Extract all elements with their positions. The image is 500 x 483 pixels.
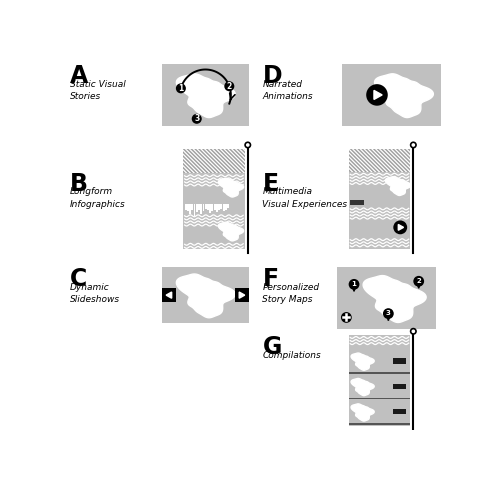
Bar [348, 335, 410, 426]
Bar [348, 149, 410, 172]
Polygon shape [416, 282, 421, 288]
Bar [216, 204, 218, 212]
Circle shape [176, 84, 186, 93]
Bar [348, 372, 410, 374]
Bar [394, 358, 406, 364]
Bar [212, 204, 214, 211]
Bar [189, 204, 191, 213]
Polygon shape [218, 178, 244, 197]
Bar [350, 200, 364, 205]
Text: C: C [70, 268, 87, 291]
Bar [162, 64, 248, 126]
Bar [394, 384, 406, 389]
Circle shape [348, 279, 360, 290]
Text: 3: 3 [386, 311, 391, 316]
Bar [198, 204, 200, 210]
Polygon shape [218, 222, 244, 241]
Polygon shape [166, 292, 172, 298]
Text: A: A [70, 64, 88, 88]
Circle shape [245, 142, 250, 148]
Bar [204, 204, 206, 209]
Bar [183, 149, 244, 249]
Text: G: G [262, 335, 282, 359]
Text: 1: 1 [352, 281, 356, 287]
Polygon shape [363, 276, 426, 323]
Circle shape [383, 308, 394, 319]
Bar [348, 149, 410, 249]
Bar [183, 149, 244, 173]
Bar [225, 204, 227, 210]
Bar [196, 204, 198, 212]
Text: D: D [262, 64, 282, 88]
Text: Dynamic
Slideshows: Dynamic Slideshows [70, 283, 120, 304]
Text: Narrated
Animations: Narrated Animations [262, 80, 313, 101]
Bar [194, 204, 196, 216]
Bar [184, 204, 186, 210]
Bar [348, 423, 410, 425]
Bar [220, 204, 222, 209]
Bar [183, 149, 244, 173]
Bar [162, 288, 176, 302]
Text: Personalized
Story Maps: Personalized Story Maps [262, 283, 320, 304]
Text: Longform
Infographics: Longform Infographics [70, 187, 126, 209]
Bar [227, 204, 229, 208]
Polygon shape [351, 353, 374, 370]
Bar [192, 204, 194, 211]
Bar [234, 288, 248, 302]
Polygon shape [386, 314, 390, 321]
Bar [187, 204, 189, 211]
Polygon shape [239, 292, 244, 298]
Polygon shape [352, 285, 356, 291]
Bar [348, 149, 410, 172]
Bar [207, 204, 209, 211]
Bar [209, 204, 211, 213]
Circle shape [192, 114, 202, 124]
Text: E: E [262, 172, 278, 196]
Circle shape [410, 142, 416, 148]
Polygon shape [386, 177, 410, 196]
Bar [214, 204, 216, 210]
Bar [162, 268, 248, 323]
Circle shape [414, 276, 424, 286]
Bar [218, 204, 220, 211]
Polygon shape [374, 74, 434, 117]
Bar [202, 204, 204, 211]
Circle shape [224, 81, 234, 91]
Bar [348, 398, 410, 399]
Text: Compilations: Compilations [262, 351, 321, 359]
Polygon shape [176, 274, 235, 318]
Polygon shape [176, 74, 235, 117]
Circle shape [341, 312, 351, 323]
Text: 2: 2 [416, 278, 421, 284]
Polygon shape [398, 225, 404, 230]
Polygon shape [351, 379, 374, 396]
Polygon shape [374, 90, 382, 99]
Circle shape [410, 328, 416, 334]
Bar [337, 268, 436, 329]
Text: Multimedia
Visual Experiences: Multimedia Visual Experiences [262, 187, 348, 209]
Text: 3: 3 [194, 114, 200, 123]
Polygon shape [351, 404, 374, 421]
Text: 2: 2 [226, 82, 232, 91]
Bar [394, 409, 406, 414]
Text: F: F [262, 268, 278, 291]
Text: 1: 1 [178, 84, 184, 93]
Circle shape [366, 84, 388, 106]
Bar [222, 204, 224, 211]
Bar [200, 204, 202, 213]
Bar [342, 64, 441, 126]
Text: B: B [70, 172, 88, 196]
Circle shape [394, 220, 407, 234]
Text: Static Visual
Stories: Static Visual Stories [70, 80, 126, 101]
